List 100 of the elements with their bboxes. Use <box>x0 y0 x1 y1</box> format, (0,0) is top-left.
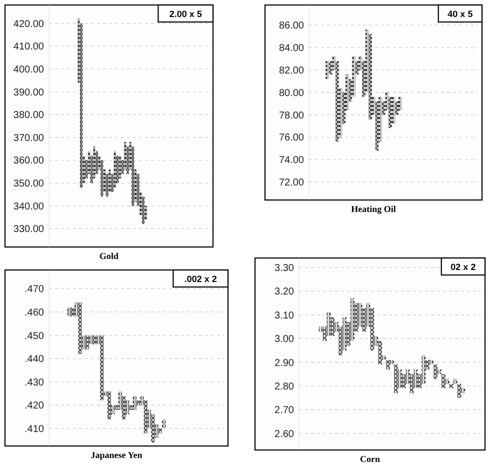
bar <box>104 391 108 396</box>
bar <box>139 192 142 216</box>
bar <box>346 322 350 346</box>
bar <box>78 302 82 354</box>
x-axis-title: Gold <box>99 251 119 261</box>
y-tick-label: 370.00 <box>13 132 44 144</box>
bar <box>132 396 136 410</box>
bar <box>378 340 382 365</box>
bar <box>136 400 140 406</box>
y-tick-label: 86.00 <box>278 20 304 32</box>
bar <box>116 156 119 184</box>
bar <box>107 391 111 420</box>
bar <box>154 424 158 438</box>
y-tick-label: 3.00 <box>274 334 294 346</box>
bar <box>392 96 396 124</box>
bar <box>395 101 398 115</box>
bar <box>144 400 148 434</box>
bar <box>342 92 346 124</box>
bar <box>95 151 98 174</box>
bar <box>121 160 124 174</box>
bar <box>378 96 382 142</box>
bar <box>334 322 339 332</box>
y-tick-label: 330.00 <box>13 224 44 236</box>
bar <box>326 61 329 79</box>
bar <box>354 303 358 332</box>
bar <box>372 96 376 115</box>
bar <box>406 369 410 384</box>
bar <box>126 146 129 174</box>
bar <box>100 335 104 401</box>
bar <box>422 355 426 384</box>
bar <box>147 410 152 429</box>
bar <box>445 378 450 384</box>
bar <box>110 174 114 192</box>
y-tick-label: 380.00 <box>13 110 44 122</box>
bar <box>88 151 90 174</box>
bar <box>318 326 323 332</box>
bar <box>394 364 398 394</box>
x-axis-title: Japanese Yen <box>90 450 142 460</box>
bar <box>418 374 422 388</box>
y-tick-label: 2.60 <box>274 428 294 440</box>
bar <box>118 391 122 410</box>
bar <box>382 101 386 115</box>
bar <box>370 308 374 350</box>
bar <box>430 360 434 365</box>
bar <box>398 96 402 110</box>
bar <box>374 336 378 346</box>
y-tick-label: .440 <box>24 354 44 366</box>
bar <box>342 317 346 350</box>
bar <box>437 369 442 374</box>
bar <box>92 146 96 179</box>
bar <box>426 360 430 370</box>
bar <box>345 74 349 110</box>
bar <box>382 355 386 360</box>
bar <box>89 335 93 345</box>
bar <box>355 61 359 74</box>
bar <box>132 146 134 206</box>
bar <box>336 61 339 142</box>
y-tick-label: 340.00 <box>13 201 44 212</box>
bar <box>352 56 356 97</box>
y-tick-label: .420 <box>24 400 44 412</box>
bar <box>402 374 406 388</box>
bar <box>326 312 331 336</box>
y-tick-label: 2.70 <box>274 405 294 416</box>
annotation: .002 x 2 <box>184 274 217 284</box>
y-tick-label: 82.00 <box>278 66 304 76</box>
bar <box>365 30 369 92</box>
bar <box>388 96 392 128</box>
bar <box>100 160 104 197</box>
bar <box>449 384 454 388</box>
bar <box>158 428 162 434</box>
bar <box>103 169 106 192</box>
bar <box>414 369 418 388</box>
bar <box>434 364 438 379</box>
bar <box>129 142 132 170</box>
bar <box>385 92 389 110</box>
annotation: 40 x 5 <box>448 9 473 19</box>
bar <box>358 303 362 327</box>
bar <box>453 378 458 384</box>
y-tick-label: 410.00 <box>13 42 44 53</box>
bar <box>92 335 96 345</box>
bar <box>110 405 115 415</box>
bar <box>328 61 332 74</box>
y-tick-label: .450 <box>24 330 44 342</box>
bar <box>114 151 116 188</box>
bar <box>322 326 327 341</box>
bar <box>96 335 100 345</box>
y-tick-label: 350.00 <box>13 178 44 190</box>
y-tick-label: 2.80 <box>274 382 294 392</box>
bar <box>82 156 86 184</box>
bar <box>338 326 343 356</box>
bar <box>90 156 93 184</box>
bar <box>114 405 118 410</box>
y-tick-label: 72.00 <box>278 178 304 189</box>
bar <box>144 206 148 220</box>
bar <box>67 307 71 317</box>
bar <box>348 78 352 102</box>
bar <box>70 307 75 317</box>
x-axis-title: Corn <box>360 454 380 464</box>
bar <box>330 317 335 336</box>
bar <box>118 156 122 179</box>
